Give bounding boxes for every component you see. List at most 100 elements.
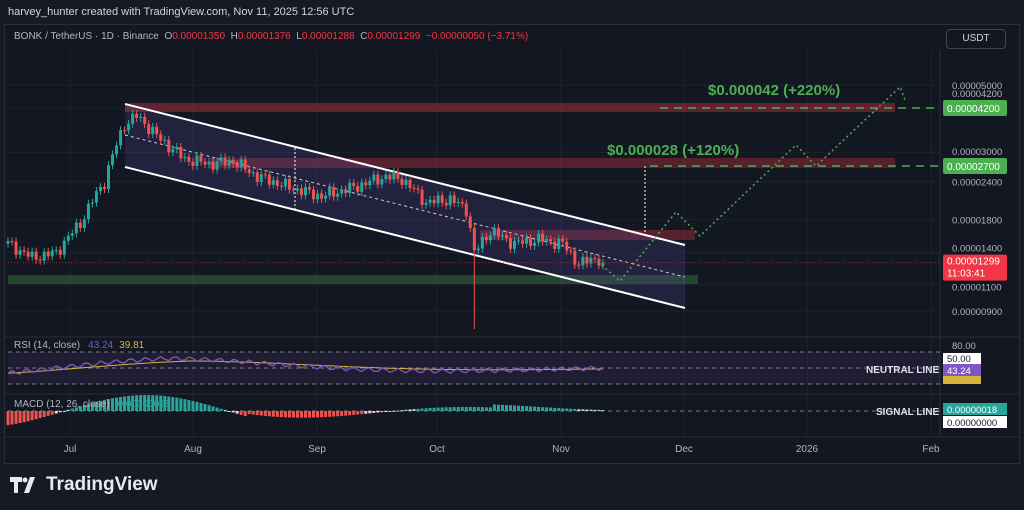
macd-bar: [287, 411, 291, 418]
macd-bar: [360, 411, 364, 415]
currency-button[interactable]: USDT: [946, 29, 1006, 49]
candle-body: [392, 171, 396, 180]
candle-body: [492, 228, 496, 236]
candle-body: [291, 189, 295, 191]
macd-bar: [207, 405, 211, 411]
macd-bar: [316, 411, 320, 418]
candle-body: [372, 174, 376, 181]
macd-bar: [86, 403, 90, 411]
macd-bar: [195, 401, 199, 411]
macd-bar: [581, 409, 585, 411]
candle-body: [384, 174, 388, 180]
candle-body: [533, 242, 537, 246]
candle-body: [557, 238, 561, 249]
resistance-zone: [125, 103, 895, 112]
candle-body: [10, 241, 14, 243]
candle-body: [26, 251, 30, 257]
candle-body: [388, 174, 392, 180]
macd-bar: [412, 409, 416, 411]
target-price: 0.00002700: [947, 162, 1000, 173]
high-value: 0.00001376: [237, 31, 291, 42]
candle-body: [336, 193, 340, 197]
candle-body: [460, 201, 464, 204]
candle-body: [517, 240, 521, 242]
macd-bar: [308, 411, 311, 418]
candle-body: [404, 179, 408, 185]
candle-body: [569, 250, 573, 252]
candle-body: [561, 238, 565, 242]
rsi-label: RSI (14, close): [14, 340, 80, 351]
candle-body: [412, 187, 416, 189]
macd-bar: [553, 407, 557, 411]
projection-path: [597, 85, 906, 283]
macd-bar: [54, 411, 58, 414]
macd-bar: [123, 396, 127, 411]
candle-body: [163, 139, 167, 141]
low-value: 0.00001288: [301, 31, 355, 42]
candle-body: [191, 161, 195, 167]
macd-bar: [368, 411, 372, 414]
macd-bar: [348, 411, 352, 416]
candle-body: [396, 171, 400, 179]
channel-upper: [124, 103, 686, 246]
macd-bar: [291, 411, 295, 418]
candle-body: [46, 251, 50, 257]
candle-body: [38, 259, 42, 261]
macd-bar: [328, 411, 332, 417]
candle-body: [589, 258, 593, 264]
macd-bar: [392, 410, 396, 412]
candle-body: [223, 157, 227, 166]
candle-body: [416, 188, 420, 190]
candle-body: [14, 241, 18, 255]
macd-bar: [155, 395, 159, 411]
macd-bar: [22, 411, 26, 423]
macd-bar: [509, 405, 512, 411]
macd-bar: [139, 395, 143, 411]
candle-body: [352, 182, 356, 186]
macd-bar: [30, 411, 34, 421]
macd-bar: [231, 411, 235, 413]
macd-bar: [102, 399, 106, 411]
macd-label: MACD (12, 26, close): [14, 399, 110, 410]
macd-bar: [400, 410, 404, 412]
macd-bar: [299, 411, 303, 418]
channel-lower: [124, 166, 686, 309]
candle-body: [147, 124, 151, 135]
macd-zero-badge: [943, 416, 1007, 428]
candle-body: [368, 180, 372, 186]
candle-body: [187, 156, 191, 162]
y-tick: 0.00005000: [952, 81, 1002, 92]
candle-body: [577, 264, 581, 266]
candle-body: [6, 241, 10, 244]
candle-body: [22, 250, 26, 252]
macd-bar: [372, 411, 376, 413]
macd-bar: [163, 395, 167, 411]
candle-body: [303, 186, 307, 196]
macd-bar: [376, 411, 380, 413]
candle-body: [541, 233, 545, 242]
candle-body: [235, 163, 239, 168]
macd-bar: [352, 411, 356, 415]
candle-body: [553, 241, 557, 249]
macd-bar: [565, 408, 569, 411]
macd-bar: [6, 411, 10, 426]
macd-bar: [312, 411, 316, 418]
chart-credit: harvey_hunter created with TradingView.c…: [8, 6, 355, 18]
macd-bar: [10, 411, 14, 425]
macd-bar: [107, 399, 110, 411]
candle-body: [513, 240, 517, 249]
candle-body: [239, 159, 243, 168]
candle-body: [464, 203, 468, 217]
candle-body: [34, 251, 38, 260]
macd-bar: [255, 411, 259, 416]
macd-bar: [187, 400, 191, 411]
macd-bar: [472, 407, 476, 411]
candle-body: [537, 233, 541, 243]
candle-body: [275, 180, 279, 186]
candle-body: [151, 126, 155, 135]
candle-body: [480, 236, 484, 249]
candle-body: [159, 134, 163, 141]
macd-bar: [119, 396, 123, 411]
tradingview-logo: TradingView: [10, 474, 158, 496]
